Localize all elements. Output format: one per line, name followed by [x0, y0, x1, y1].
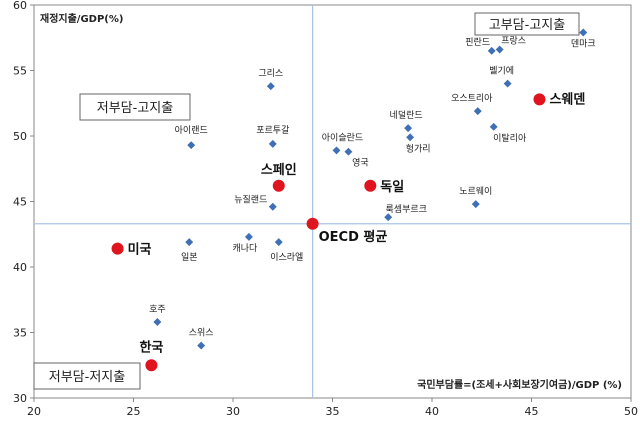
data-point-label: 스페인: [261, 162, 297, 178]
x-axis-title: 국민부담률=(조세+사회보장기여금)/GDP (%): [417, 378, 622, 391]
data-point-label: 포르투갈: [256, 125, 289, 136]
data-point-label: 한국: [139, 339, 163, 355]
data-point-label: 캐나다: [232, 243, 258, 254]
y-tick-label: 30: [13, 392, 27, 405]
data-point-marker: [185, 238, 194, 247]
data-point-marker: [384, 213, 393, 222]
data-point-marker: [268, 202, 277, 211]
quadrant-label: 고부담-고지출: [489, 18, 565, 33]
data-point-marker: [266, 82, 275, 91]
x-tick-label: 20: [27, 405, 41, 418]
x-tick-label: 50: [624, 405, 638, 418]
data-point-label: 영국: [352, 158, 369, 169]
data-point-label: 그리스: [258, 68, 283, 79]
data-point-marker: [471, 200, 480, 209]
highlight-marker: [306, 217, 319, 230]
x-tick-label: 30: [226, 405, 240, 418]
data-point-label: 일본: [181, 252, 198, 263]
y-tick-label: 55: [13, 65, 27, 78]
data-point-label: 핀란드: [465, 36, 490, 48]
data-point-marker: [187, 141, 196, 150]
data-point-label: 네덜란드: [390, 109, 423, 121]
data-point-marker: [274, 238, 283, 247]
quadrant-box: [79, 93, 191, 121]
data-point-label: 호주: [149, 304, 166, 315]
y-tick-label: 60: [13, 0, 27, 12]
highlight-marker: [533, 93, 546, 106]
data-point-marker: [332, 146, 341, 155]
data-point-marker: [153, 318, 162, 326]
data-point-label: 미국: [128, 242, 152, 258]
data-point-label: 프랑스: [501, 35, 526, 47]
x-tick-label: 35: [326, 405, 340, 418]
quadrant-label: 저부담-저지출: [49, 370, 125, 385]
highlight-marker: [111, 242, 124, 255]
data-point-marker: [503, 79, 512, 88]
x-tick-label: 25: [127, 405, 141, 418]
plot-area: [33, 4, 632, 399]
data-point-marker: [406, 133, 415, 142]
data-point-label: 덴마크: [571, 39, 596, 50]
data-point-marker: [579, 28, 588, 37]
y-tick-label: 45: [13, 196, 27, 209]
x-tick-label: 40: [425, 405, 439, 418]
y-axis-title: 재정지출/GDP(%): [40, 12, 123, 25]
data-point-label: 아이슬란드: [322, 131, 363, 143]
data-point-marker: [495, 45, 504, 54]
y-tick-label: 40: [13, 261, 27, 274]
data-point-label: 벨기에: [489, 66, 514, 77]
data-point-label: 이탈리아: [493, 133, 527, 144]
data-point-marker: [344, 147, 353, 156]
y-tick-label: 35: [13, 327, 27, 340]
data-point-label: 룩셈부르크: [386, 204, 427, 215]
data-point-label: 뉴질랜드: [234, 194, 267, 206]
data-point-label: OECD 평균: [319, 229, 388, 245]
y-tick-label: 50: [13, 130, 27, 143]
data-point-marker: [404, 124, 413, 133]
data-point-marker: [244, 232, 253, 241]
data-point-label: 독일: [380, 180, 404, 195]
data-point-marker: [487, 46, 496, 55]
data-point-label: 오스트리아: [451, 93, 493, 104]
x-tick-label: 45: [525, 405, 539, 418]
highlight-marker: [272, 179, 285, 192]
data-point-marker: [473, 107, 482, 116]
data-point-label: 스위스: [189, 328, 214, 339]
quadrant-box: [474, 12, 580, 36]
data-point-label: 이스라엘: [270, 252, 303, 263]
quadrant-label: 저부담-고지출: [97, 101, 173, 116]
data-point-label: 노르웨이: [459, 185, 492, 197]
data-point-label: 헝가리: [406, 143, 431, 154]
data-point-marker: [197, 341, 206, 350]
data-point-label: 스웨덴: [549, 91, 585, 107]
data-point-label: 아이랜드: [175, 125, 208, 136]
data-point-marker: [268, 139, 277, 148]
quadrant-box: [33, 362, 141, 390]
highlight-marker: [364, 179, 377, 192]
data-point-marker: [489, 122, 498, 131]
highlight-marker: [145, 359, 158, 372]
